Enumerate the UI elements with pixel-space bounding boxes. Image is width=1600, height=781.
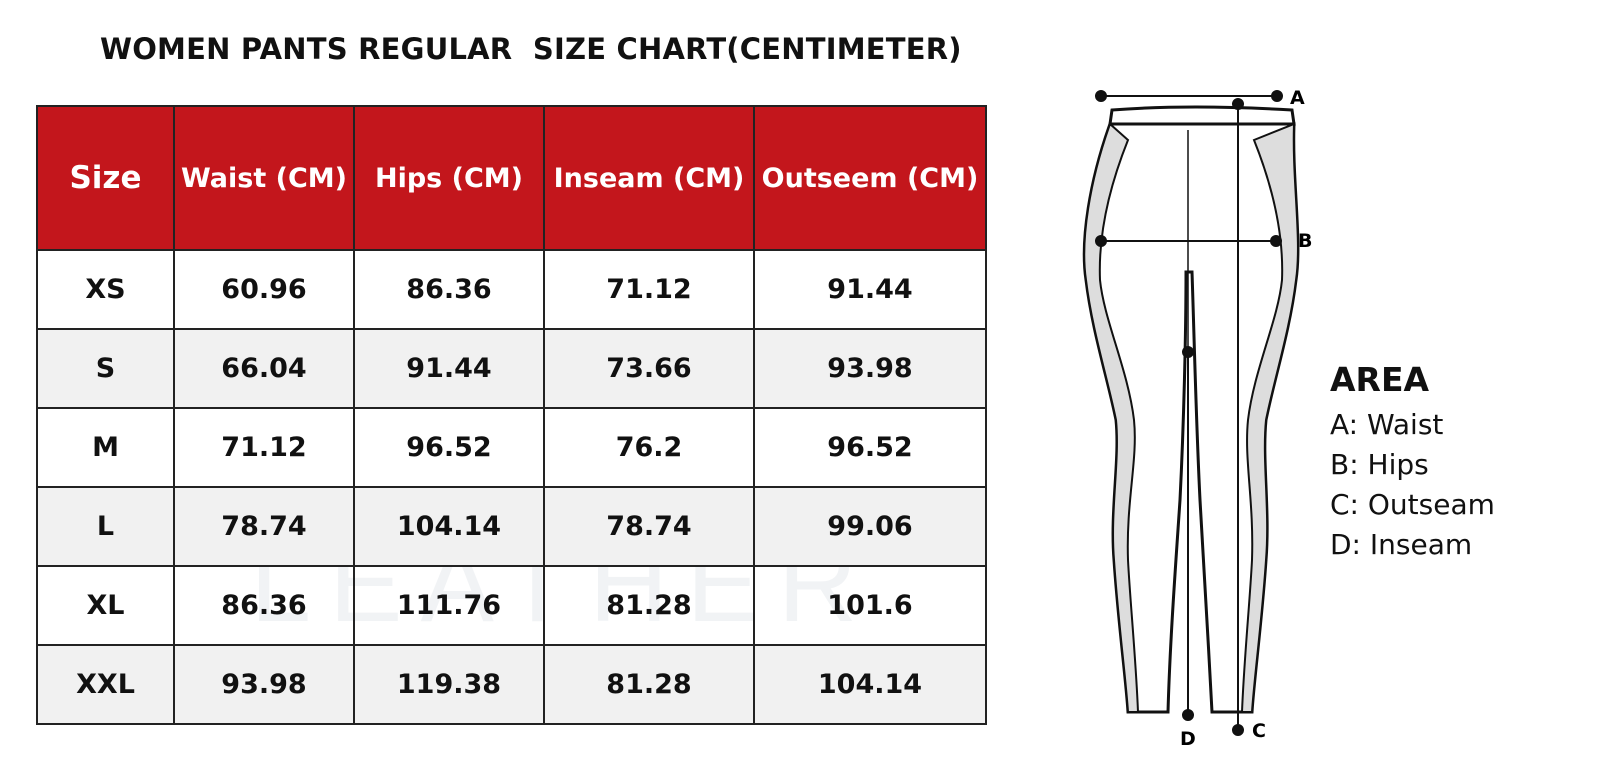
value-cell: 66.04 xyxy=(173,328,355,409)
value-cell: 78.74 xyxy=(173,486,355,567)
value-cell: 96.52 xyxy=(353,407,545,488)
table-row: XXL 93.98 119.38 81.28 104.14 xyxy=(36,644,987,725)
table-row: S 66.04 91.44 73.66 93.98 xyxy=(36,328,987,409)
area-item-inseam: D: Inseam xyxy=(1330,528,1473,561)
table-row: XL 86.36 111.76 81.28 101.6 xyxy=(36,565,987,646)
label-d: D xyxy=(1180,728,1196,750)
value-cell: 81.28 xyxy=(543,565,755,646)
table-row: XS 60.96 86.36 71.12 91.44 xyxy=(36,249,987,330)
area-item-waist: A: Waist xyxy=(1330,408,1444,441)
value-cell: 73.66 xyxy=(543,328,755,409)
area-item-hips: B: Hips xyxy=(1330,448,1429,481)
header-waist: Waist (CM) xyxy=(173,105,355,251)
value-cell: 81.28 xyxy=(543,644,755,725)
value-cell: 99.06 xyxy=(753,486,987,567)
area-title: AREA xyxy=(1330,360,1430,399)
page-title: WOMEN PANTS REGULAR SIZE CHART(CENTIMETE… xyxy=(100,32,962,66)
value-cell: 93.98 xyxy=(753,328,987,409)
value-cell: 71.12 xyxy=(543,249,755,330)
header-outseem: Outseem (CM) xyxy=(753,105,987,251)
size-cell: XS xyxy=(36,249,175,330)
area-legend: AREA A: Waist B: Hips C: Outseam D: Inse… xyxy=(1330,360,1495,565)
value-cell: 86.36 xyxy=(173,565,355,646)
value-cell: 60.96 xyxy=(173,249,355,330)
value-cell: 104.14 xyxy=(353,486,545,567)
value-cell: 101.6 xyxy=(753,565,987,646)
value-cell: 91.44 xyxy=(353,328,545,409)
value-cell: 86.36 xyxy=(353,249,545,330)
value-cell: 119.38 xyxy=(353,644,545,725)
label-b: B xyxy=(1298,230,1312,252)
value-cell: 96.52 xyxy=(753,407,987,488)
size-cell: M xyxy=(36,407,175,488)
value-cell: 78.74 xyxy=(543,486,755,567)
table-row: M 71.12 96.52 76.2 96.52 xyxy=(36,407,987,488)
header-inseam: Inseam (CM) xyxy=(543,105,755,251)
size-chart-table: Size Waist (CM) Hips (CM) Inseam (CM) Ou… xyxy=(36,105,987,725)
value-cell: 93.98 xyxy=(173,644,355,725)
size-cell: S xyxy=(36,328,175,409)
header-size: Size xyxy=(36,105,175,251)
size-cell: XL xyxy=(36,565,175,646)
value-cell: 71.12 xyxy=(173,407,355,488)
label-a: A xyxy=(1290,87,1305,109)
value-cell: 76.2 xyxy=(543,407,755,488)
value-cell: 111.76 xyxy=(353,565,545,646)
area-item-outseam: C: Outseam xyxy=(1330,488,1495,521)
header-hips: Hips (CM) xyxy=(353,105,545,251)
value-cell: 104.14 xyxy=(753,644,987,725)
size-cell: XXL xyxy=(36,644,175,725)
value-cell: 91.44 xyxy=(753,249,987,330)
table-row: L 78.74 104.14 78.74 99.06 xyxy=(36,486,987,567)
label-c: C xyxy=(1252,720,1266,742)
size-cell: L xyxy=(36,486,175,567)
